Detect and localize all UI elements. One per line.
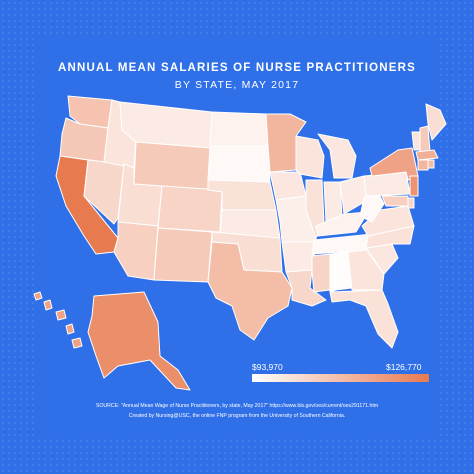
state-wy[interactable] (133, 141, 211, 191)
state-wi[interactable] (295, 135, 325, 179)
state-sd[interactable] (207, 145, 271, 183)
state-tx[interactable] (207, 241, 293, 341)
state-me[interactable] (425, 103, 447, 141)
state-pa[interactable] (363, 171, 411, 197)
state-ky[interactable] (315, 211, 369, 237)
state-fl[interactable] (329, 289, 399, 349)
state-ar[interactable] (281, 241, 317, 273)
state-ga[interactable] (347, 249, 385, 291)
legend-min-label: $93,970 (252, 362, 283, 372)
legend-max-label: $126,770 (386, 362, 422, 372)
state-ak[interactable] (87, 291, 191, 391)
state-ms[interactable] (311, 253, 331, 293)
state-ia[interactable] (269, 171, 307, 201)
state-nh[interactable] (419, 125, 431, 153)
state-az[interactable] (113, 221, 159, 281)
state-hi[interactable] (33, 291, 83, 349)
state-vt[interactable] (411, 131, 421, 151)
state-de[interactable] (407, 197, 415, 209)
legend-gradient-bar (252, 374, 429, 382)
credit-note: Created by Nursing@USC, the online FNP p… (128, 413, 346, 419)
state-mi[interactable] (317, 133, 357, 179)
state-nd[interactable] (209, 111, 269, 147)
state-ct[interactable] (417, 159, 429, 171)
state-co[interactable] (157, 185, 223, 233)
state-nm[interactable] (153, 227, 213, 283)
map-title: ANNUAL MEAN SALARIES OF NURSE PRACTITION… (57, 62, 417, 74)
source-note: SOURCE: "Annual Mean Wage of Nurse Pract… (95, 403, 379, 409)
map-subtitle: BY STATE, MAY 2017 (174, 79, 300, 91)
state-md[interactable] (381, 195, 409, 207)
state-al[interactable] (329, 251, 353, 293)
state-ma[interactable] (415, 149, 439, 161)
state-ri[interactable] (427, 159, 435, 169)
state-nj[interactable] (409, 175, 419, 197)
